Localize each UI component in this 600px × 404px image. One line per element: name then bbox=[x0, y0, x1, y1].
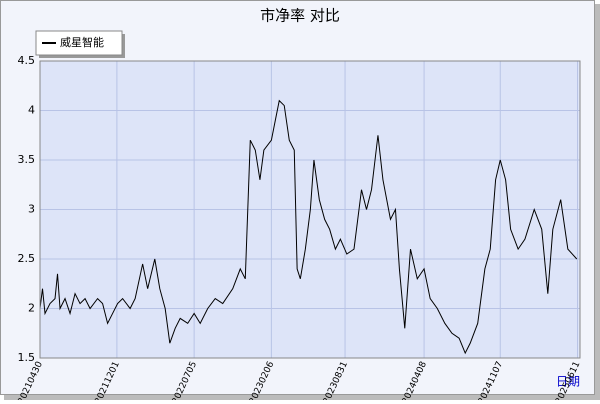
y-tick-label: 2.5 bbox=[18, 252, 36, 265]
line bbox=[39, 99, 578, 355]
y-tick-label: 4.5 bbox=[18, 54, 36, 67]
legend: 威星智能 bbox=[35, 30, 125, 58]
chart-title: 市净率 对比 bbox=[260, 7, 340, 25]
y-tick-label: 4 bbox=[28, 104, 35, 117]
y-tick-label: 3.5 bbox=[18, 153, 36, 166]
frame-shadow bbox=[4, 395, 600, 400]
frame-shadow bbox=[595, 4, 600, 400]
x-axis-label: 日期 bbox=[556, 375, 580, 389]
plot-border bbox=[39, 60, 581, 359]
legend-label: 威星智能 bbox=[60, 35, 104, 49]
y-tick-label: 3 bbox=[28, 203, 35, 216]
y-tick-label: 2 bbox=[28, 302, 35, 315]
y-tick-label: 1.5 bbox=[18, 351, 36, 364]
marks bbox=[39, 99, 578, 355]
